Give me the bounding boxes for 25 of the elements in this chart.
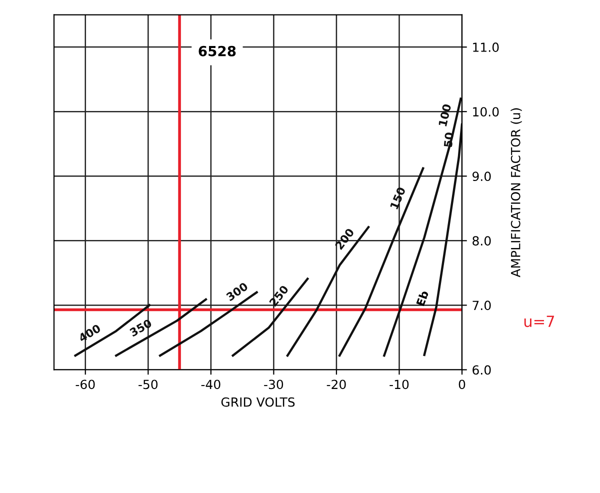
line-series — [286, 226, 370, 357]
text: 150 — [390, 186, 406, 210]
line-series — [383, 98, 462, 357]
y-tick-label: 10.0 — [473, 107, 499, 117]
text: 350 — [129, 318, 152, 337]
y-tick-label: 8.0 — [472, 236, 491, 246]
text: 6528 — [198, 46, 236, 56]
x-tick-label: -50 — [138, 380, 158, 390]
y-tick-label: 6.0 — [472, 365, 491, 375]
y-tick-label: 11.0 — [473, 42, 499, 52]
annotation: Eb — [416, 290, 429, 306]
text: 100 — [438, 104, 452, 126]
y-axis-title: AMPLIFICATION FACTOR (u) — [510, 108, 522, 278]
x-tick-label: -40 — [201, 380, 220, 390]
x-axis-title: GRID VOLTS — [221, 397, 295, 407]
y-tick-label: 7.0 — [472, 300, 491, 310]
ref-line-label: u=7 — [524, 316, 554, 328]
x-tick-label: -30 — [264, 380, 284, 390]
text: 400 — [78, 324, 102, 342]
x-tick-label: -20 — [326, 380, 346, 390]
x-tick-label: -60 — [76, 380, 95, 390]
text: 300 — [226, 282, 249, 302]
x-tick-label: -10 — [390, 380, 409, 390]
y-tick-label: 9.0 — [472, 172, 491, 182]
x-tick-label: 0 — [458, 380, 466, 390]
